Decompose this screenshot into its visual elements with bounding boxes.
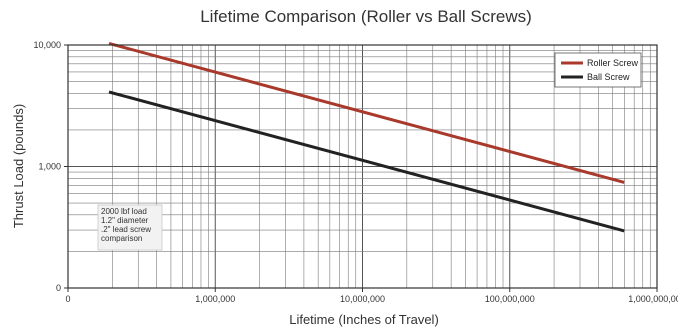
- tick-layer: 0 1,000,000 10,000,000 100,000,000 1,000,000…: [33, 40, 678, 304]
- legend-label-roller-screw: Roller Screw: [587, 58, 639, 68]
- legend-label-ball-screw: Ball Screw: [587, 72, 630, 82]
- annotation-line: comparison: [101, 234, 142, 243]
- x-tick-label: 1,000,000: [195, 294, 235, 304]
- y-tick-label: 0: [56, 283, 61, 293]
- y-tick-label: 10,000: [33, 40, 61, 50]
- grid-layer: [68, 45, 657, 288]
- x-tick-label: 1,000,000,000: [628, 294, 678, 304]
- legend: Roller Screw Ball Screw: [554, 52, 642, 88]
- annotation-line: .2" lead screw: [101, 225, 151, 234]
- legend-item-roller-screw: Roller Screw: [561, 58, 639, 68]
- y-axis-label: Thrust Load (pounds): [11, 104, 26, 228]
- x-tick-label: 100,000,000: [485, 294, 535, 304]
- annotation-background: [97, 204, 163, 251]
- x-tick-label: 10,000,000: [340, 294, 385, 304]
- x-axis-label: Lifetime (Inches of Travel): [289, 312, 439, 327]
- annotation-line: 2000 lbf load: [101, 207, 147, 216]
- legend-box: [554, 52, 642, 88]
- series-layer: [108, 41, 625, 233]
- series-line-roller-screw: [108, 41, 625, 184]
- plot-frame: [67, 44, 658, 289]
- series-line-ball-screw: [108, 90, 625, 233]
- y-tick-label: 1,000: [38, 162, 61, 172]
- legend-item-ball-screw: Ball Screw: [561, 72, 630, 82]
- annotation-box: 2000 lbf load 1.2" diameter .2" lead scr…: [97, 204, 163, 251]
- chart-title: Lifetime Comparison (Roller vs Ball Scre…: [200, 7, 532, 26]
- x-tick-label: 0: [65, 294, 70, 304]
- annotation-line: 1.2" diameter: [101, 216, 149, 225]
